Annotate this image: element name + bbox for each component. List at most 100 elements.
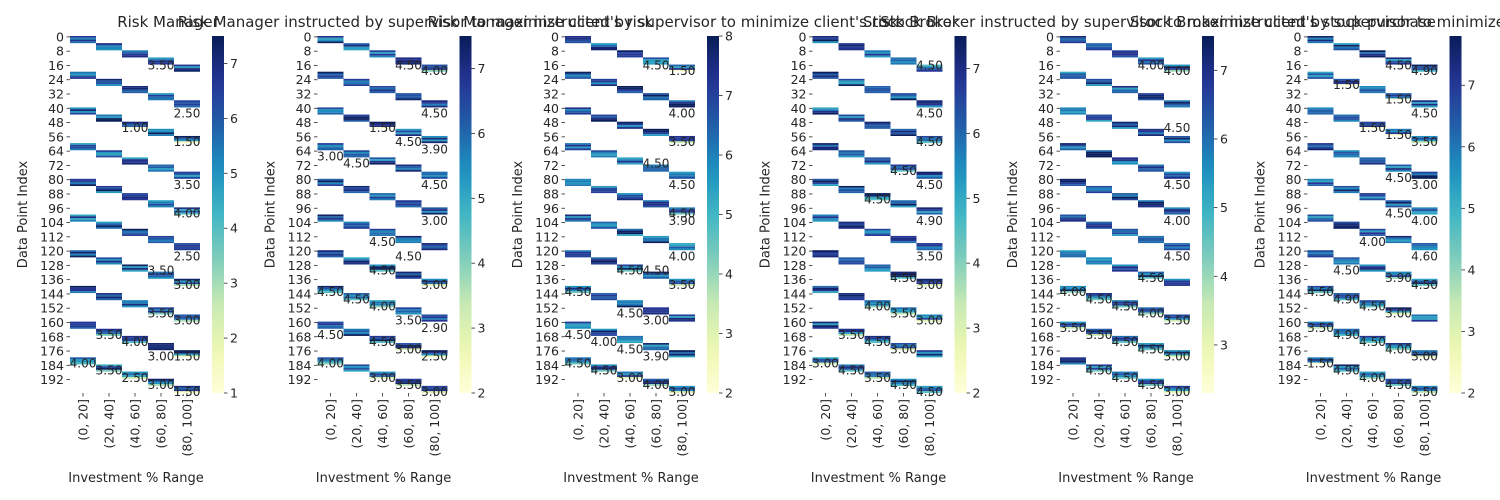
- heatmap-cell: [1164, 209, 1190, 211]
- heatmap-cell: [1333, 119, 1360, 122]
- heatmap-cell: [890, 346, 917, 349]
- y-tick-label: 112: [1278, 229, 1302, 244]
- heatmap-cell: [1138, 203, 1164, 206]
- cell-value-label: 3.00: [395, 342, 422, 356]
- heatmap-cell: [369, 301, 396, 304]
- cell-value-label: 4.50: [1359, 335, 1386, 349]
- y-tick-label: 96: [48, 201, 64, 216]
- cell-value-label: 4.90: [1333, 292, 1360, 306]
- heatmap-cell: [1112, 125, 1138, 128]
- heatmap-cell: [122, 341, 148, 344]
- heatmap-cell: [838, 364, 865, 367]
- heatmap-cell: [916, 66, 943, 69]
- heatmap-cell: [812, 325, 839, 327]
- heatmap-cell: [591, 366, 617, 369]
- heatmap-cell: [395, 237, 422, 240]
- y-tick-label: 0: [56, 29, 64, 44]
- heatmap-cell: [421, 105, 448, 108]
- cell-value-label: 1.50: [174, 349, 201, 363]
- y-tick-label: 120: [1030, 244, 1054, 259]
- heatmap-cell: [591, 119, 617, 122]
- heatmap-cell: [421, 135, 448, 138]
- heatmap-cell: [916, 284, 943, 286]
- x-tick-label: (40, 60]: [623, 399, 638, 449]
- heatmap-cell: [1060, 255, 1086, 258]
- heatmap-cell: [1359, 193, 1386, 195]
- heatmap-cell: [1359, 375, 1386, 377]
- heatmap-cell: [1359, 376, 1386, 379]
- heatmap-cell: [1112, 91, 1138, 94]
- heatmap-cell: [1164, 387, 1190, 390]
- heatmap-cell: [565, 41, 591, 44]
- y-tick-label: 16: [1038, 58, 1054, 73]
- heatmap-cell: [1307, 359, 1334, 361]
- heatmap-cell: [70, 180, 96, 183]
- heatmap-cell: [565, 110, 591, 113]
- heatmap-cell: [591, 80, 617, 83]
- heatmap-cell: [1333, 296, 1360, 299]
- heatmap-cell: [421, 350, 448, 352]
- heatmap-cell: [565, 178, 591, 181]
- heatmap-cell: [343, 369, 370, 372]
- y-tick-label: 48: [791, 115, 807, 130]
- colorbar-tick-label: 7: [230, 56, 238, 71]
- heatmap-cell: [1385, 62, 1412, 65]
- heatmap-cell: [1112, 337, 1138, 340]
- heatmap-cell: [1333, 187, 1360, 190]
- heatmap-cell: [812, 182, 839, 185]
- heatmap-cell: [890, 378, 917, 381]
- heatmap-cell: [369, 371, 396, 374]
- x-axis-label: Investment % Range: [68, 471, 203, 486]
- heatmap-cell: [591, 152, 617, 154]
- heatmap-cell: [1164, 212, 1190, 215]
- colorbar-tick-label: 8: [725, 29, 733, 44]
- y-tick-label: 168: [288, 329, 312, 344]
- heatmap-cell: [369, 305, 396, 308]
- heatmap-cell: [1060, 39, 1086, 42]
- heatmap-cell: [122, 301, 148, 304]
- cell-value-label: 4.50: [565, 357, 592, 371]
- colorbar: [1202, 36, 1214, 393]
- y-tick-label: 168: [783, 329, 807, 344]
- y-tick-label: 64: [1038, 144, 1054, 159]
- heatmap-cell: [812, 291, 839, 294]
- heatmap-cell: [565, 325, 591, 327]
- heatmap-cell: [1164, 103, 1190, 106]
- heatmap-cell: [812, 77, 839, 79]
- heatmap-cell: [1385, 380, 1412, 383]
- heatmap-cell: [838, 330, 865, 333]
- y-tick-label: 40: [296, 101, 312, 116]
- heatmap-cell: [643, 62, 669, 65]
- heatmap-cell: [864, 232, 891, 235]
- heatmap-cell: [643, 169, 669, 172]
- heatmap-cell: [395, 57, 422, 60]
- y-tick-label: 136: [1278, 272, 1302, 287]
- colorbar-tick-label: 3: [1468, 324, 1476, 339]
- heatmap-cell: [1411, 177, 1438, 179]
- heatmap-cell: [669, 246, 695, 249]
- heatmap-cell: [1138, 382, 1164, 385]
- colorbar-tick-label: 2: [1468, 386, 1476, 401]
- heatmap-cell: [343, 152, 370, 154]
- heatmap-cell: [643, 382, 669, 385]
- cell-value-label: 3.00: [1164, 385, 1191, 399]
- heatmap-cell: [812, 321, 839, 324]
- heatmap-cell: [1359, 52, 1386, 54]
- heatmap-cell: [1411, 355, 1438, 358]
- heatmap-cell: [838, 187, 865, 190]
- heatmap-cell: [1086, 119, 1112, 122]
- cell-value-label: 4.50: [1138, 378, 1165, 392]
- heatmap-cell: [122, 198, 148, 201]
- heatmap-cell: [1411, 319, 1438, 322]
- heatmap-cell: [395, 96, 422, 99]
- cell-value-label: 1.50: [1359, 121, 1386, 135]
- x-tick-label: (80, 100]: [1170, 399, 1185, 456]
- x-tick-label: (0, 20]: [1066, 399, 1081, 441]
- heatmap-cell: [916, 209, 943, 211]
- heatmap-cell: [1138, 62, 1164, 65]
- cell-value-label: 3.00: [1411, 349, 1438, 363]
- heatmap-cell: [1164, 102, 1190, 104]
- y-tick-label: 56: [791, 129, 807, 144]
- heatmap-cell: [1138, 275, 1164, 278]
- colorbar-tick-label: 5: [1468, 201, 1476, 216]
